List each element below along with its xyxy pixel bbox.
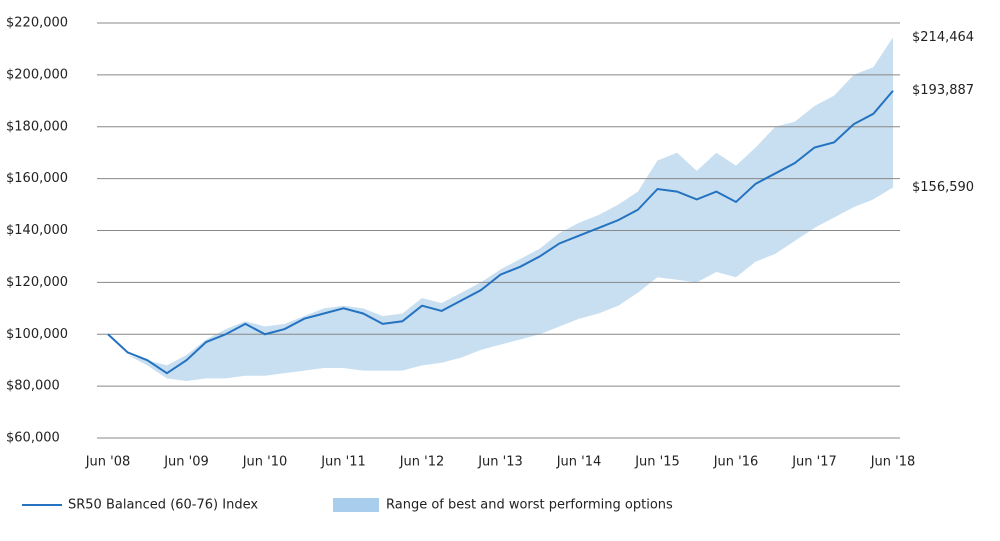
x-tick-label: Jun '11 [320,455,366,470]
x-tick-label: Jun '17 [791,455,837,470]
x-tick-label: Jun '12 [399,455,445,470]
y-tick-label: $60,000 [6,431,60,446]
x-tick-label: Jun '14 [556,455,602,470]
y-tick-label: $140,000 [6,223,68,238]
y-tick-label: $220,000 [6,16,68,31]
x-tick-label: Jun '08 [85,455,131,470]
y-tick-label: $80,000 [6,379,60,394]
y-tick-label: $200,000 [6,67,68,82]
y-tick-label: $160,000 [6,171,68,186]
end-label: $156,590 [912,180,974,195]
y-tick-label: $180,000 [6,119,68,134]
x-tick-label: Jun '16 [713,455,759,470]
end-label: $193,887 [912,83,974,98]
x-tick-label: Jun '10 [242,455,288,470]
x-tick-label: Jun '18 [870,455,916,470]
series-line [107,90,894,375]
y-tick-label: $100,000 [6,327,68,342]
legend-label: SR50 Balanced (60-76) Index [68,498,258,513]
legend-swatch [333,498,379,512]
x-tick-label: Jun '13 [477,455,523,470]
end-label: $214,464 [912,30,974,45]
y-tick-label: $120,000 [6,275,68,290]
range-band [108,37,893,381]
legend-label: Range of best and worst performing optio… [386,498,673,513]
x-tick-label: Jun '15 [634,455,680,470]
x-tick-label: Jun '09 [163,455,209,470]
